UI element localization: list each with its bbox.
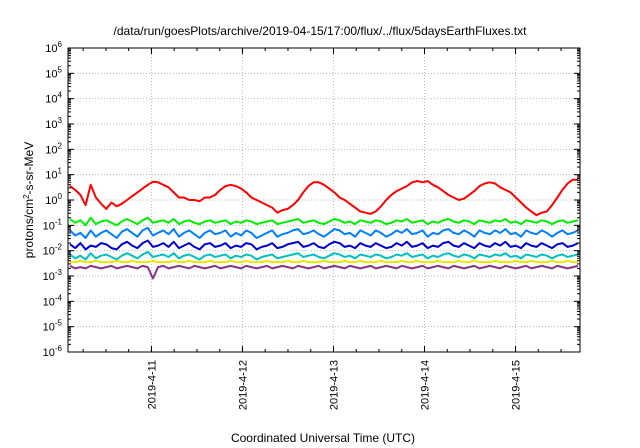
series-line-1 [69,178,578,217]
y-tick-label: 100 [45,192,62,207]
y-tick-label: 106 [45,40,62,55]
y-tick-base: 10 [43,322,55,334]
y-tick-base: 10 [45,144,57,156]
y-tick-exponent: 2 [58,141,63,150]
y-tick-label: 10-1 [43,217,63,232]
y-tick-base: 10 [43,347,55,359]
x-tick-label: 2019-4-11 [146,360,158,409]
y-tick-base: 10 [43,246,55,258]
y-tick-exponent: -6 [55,344,63,353]
y-tick-exponent: 6 [58,40,63,49]
y-tick-label: 104 [45,91,62,106]
x-tick-label: 2019-4-15 [511,360,523,410]
y-tick-label: 101 [45,167,62,182]
y-tick-exponent: 5 [58,65,63,74]
y-tick-base: 10 [45,170,57,182]
y-axis-label-superscript: 2 [22,194,31,199]
y-tick-label: 10-2 [43,243,63,258]
y-tick-label: 105 [45,65,62,80]
gridlines [68,48,580,352]
y-tick-label: 103 [45,116,62,131]
y-tick-exponent: -4 [55,293,63,302]
y-tick-exponent: -2 [55,243,63,252]
y-tick-exponent: -3 [55,268,63,277]
y-axis-label-main: protons/cm [22,199,36,258]
y-axis-label-unit: -s-sr-MeV [22,142,36,195]
y-tick-exponent: 4 [58,91,63,100]
y-tick-label: 102 [45,141,62,156]
x-axis-ticks: 2019-4-11 2019-4-12 2019-4-13 2019-4-14 2019… [82,48,562,410]
y-tick-label: 10-5 [43,319,63,334]
y-axis-ticks: 10-610-510-410-310-210-11001011021031041… [43,40,580,359]
y-tick-base: 10 [43,296,55,308]
chart-title: /data/run/goesPlots/archive/2019-04-15/1… [114,24,528,38]
y-tick-exponent: 3 [58,116,63,125]
y-axis-label: protons/cm2-s-sr-MeV [22,142,37,258]
x-tick-label: 2019-4-14 [420,360,432,410]
y-tick-base: 10 [43,271,55,283]
series-group [69,178,579,280]
y-tick-base: 10 [45,195,57,207]
y-tick-exponent: -5 [55,319,63,328]
y-tick-exponent: -1 [55,217,63,226]
series-line-6 [70,259,578,264]
x-axis-label: Coordinated Universal Time (UTC) [231,431,415,445]
series-line-5 [69,250,579,261]
y-tick-label: 10-6 [43,344,63,359]
y-tick-label: 10-4 [43,293,63,308]
y-tick-base: 10 [45,94,57,106]
x-tick-label: 2019-4-12 [237,360,249,410]
y-tick-base: 10 [45,68,57,80]
series-line-3 [69,226,579,239]
series-line-2 [69,216,579,227]
y-tick-base: 10 [45,43,57,55]
y-tick-base: 10 [45,119,57,131]
series-line-7 [69,264,579,280]
x-tick-label: 2019-4-13 [328,360,340,410]
y-tick-exponent: 1 [58,167,63,176]
y-tick-label: 10-3 [43,268,63,283]
y-tick-exponent: 0 [58,192,63,201]
series-line-4 [69,239,579,251]
y-tick-base: 10 [43,220,55,232]
